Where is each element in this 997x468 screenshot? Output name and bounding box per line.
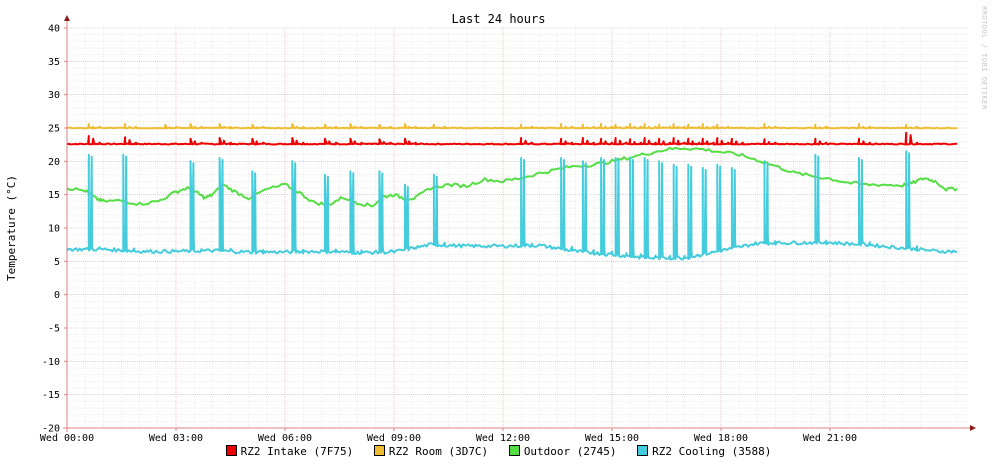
y-tick-label: -15 — [42, 390, 60, 401]
series-layer — [66, 123, 958, 261]
legend-label-outdoor: Outdoor (2745) — [523, 445, 617, 458]
y-tick-label: 15 — [48, 190, 60, 201]
x-tick-label: Wed 15:00 — [585, 433, 639, 444]
legend-swatch-intake — [225, 445, 237, 456]
y-tick-label: 20 — [48, 157, 60, 168]
x-tick-label: Wed 06:00 — [258, 433, 312, 444]
legend-item-cooling: RZ2 Cooling (3588) — [637, 445, 771, 458]
axis-layer — [63, 15, 976, 432]
legend-item-room: RZ2 Room (3D7C) — [373, 445, 489, 458]
legend-swatch-cooling — [637, 445, 649, 456]
series-line-room — [66, 123, 958, 130]
watermark: RRDTOOL / TOBI OETIKER — [980, 6, 988, 110]
y-tick-label: 5 — [54, 257, 60, 268]
y-tick-label: 25 — [48, 124, 60, 135]
legend-label-intake: RZ2 Intake (7F75) — [240, 445, 354, 458]
series-line-intake — [66, 131, 958, 146]
y-axis-arrow-icon — [64, 15, 70, 21]
x-axis-arrow-icon — [970, 425, 976, 431]
y-tick-label: 40 — [48, 24, 60, 35]
y-tick-label: 35 — [48, 57, 60, 68]
legend-swatch-outdoor — [508, 445, 520, 456]
y-tick-label: -20 — [42, 424, 60, 435]
legend-swatch-room — [373, 445, 385, 456]
chart-title: Last 24 hours — [451, 12, 546, 26]
x-tick-label: Wed 21:00 — [803, 433, 857, 444]
x-tick-label: Wed 09:00 — [367, 433, 421, 444]
y-tick-label: -5 — [48, 324, 60, 335]
x-tick-label: Wed 03:00 — [149, 433, 203, 444]
x-tick-label: Wed 18:00 — [694, 433, 748, 444]
legend-item-intake: RZ2 Intake (7F75) — [225, 445, 354, 458]
series-line-cooling — [66, 150, 958, 261]
x-tick-label: Wed 00:00 — [40, 433, 94, 444]
x-tick-label: Wed 12:00 — [476, 433, 530, 444]
y-tick-label: -10 — [42, 357, 60, 368]
y-tick-label: 30 — [48, 90, 60, 101]
legend: RZ2 Intake (7F75) RZ2 Room (3D7C) Outdoo… — [0, 445, 997, 458]
y-tick-label: 0 — [54, 290, 60, 301]
y-axis-label: Temperature (°C) — [5, 175, 18, 281]
y-tick-label: 10 — [48, 224, 60, 235]
legend-label-cooling: RZ2 Cooling (3588) — [652, 445, 772, 458]
legend-item-outdoor: Outdoor (2745) — [508, 445, 617, 458]
legend-label-room: RZ2 Room (3D7C) — [388, 445, 489, 458]
grid-layer — [66, 27, 968, 429]
